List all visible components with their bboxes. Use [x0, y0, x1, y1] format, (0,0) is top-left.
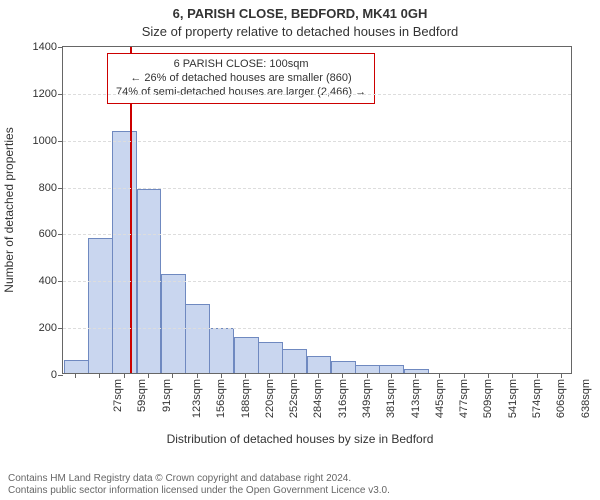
annotation-line: 6 PARISH CLOSE: 100sqm [116, 58, 366, 72]
x-tick [294, 373, 295, 378]
x-tick-label: 252sqm [288, 379, 300, 418]
x-tick [172, 373, 173, 378]
y-tick-label: 1400 [33, 41, 57, 53]
y-tick-label: 600 [39, 228, 57, 240]
x-tick [439, 373, 440, 378]
x-axis-label: Distribution of detached houses by size … [0, 432, 600, 446]
y-tick-label: 800 [39, 182, 57, 194]
x-tick [537, 373, 538, 378]
x-tick-label: 477sqm [458, 379, 470, 418]
annotation-line: 74% of semi-detached houses are larger (… [116, 86, 366, 100]
x-tick-label: 349sqm [361, 379, 373, 418]
x-tick-label: 509sqm [483, 379, 495, 418]
histogram-bar [64, 360, 89, 373]
x-tick [318, 373, 319, 378]
annotation-box: 6 PARISH CLOSE: 100sqm← 26% of detached … [107, 53, 375, 104]
x-tick [148, 373, 149, 378]
x-tick [488, 373, 489, 378]
x-tick-label: 27sqm [112, 379, 124, 412]
footer-line: Contains public sector information licen… [8, 485, 390, 497]
chart-container: 6, PARISH CLOSE, BEDFORD, MK41 0GH Size … [0, 0, 600, 500]
y-tick [58, 141, 63, 142]
x-tick-label: 284sqm [313, 379, 325, 418]
y-tick [58, 94, 63, 95]
histogram-bar [282, 349, 307, 373]
y-tick-label: 0 [51, 369, 57, 381]
x-tick [464, 373, 465, 378]
histogram-bar [331, 361, 356, 373]
grid-line [63, 234, 571, 235]
x-tick-label: 445sqm [434, 379, 446, 418]
chart-title-line1: 6, PARISH CLOSE, BEDFORD, MK41 0GH [0, 6, 600, 21]
y-tick-label: 400 [39, 275, 57, 287]
y-tick-label: 200 [39, 322, 57, 334]
x-tick-label: 316sqm [337, 379, 349, 418]
x-tick-label: 541sqm [507, 379, 519, 418]
x-tick-label: 156sqm [215, 379, 227, 418]
chart-title-line2: Size of property relative to detached ho… [0, 24, 600, 39]
x-tick-label: 91sqm [161, 379, 173, 412]
histogram-bar [88, 238, 113, 373]
histogram-bar [234, 337, 259, 373]
histogram-bar [258, 342, 283, 373]
histogram-bar [185, 304, 210, 373]
histogram-bar [355, 365, 380, 373]
x-tick [512, 373, 513, 378]
y-tick [58, 281, 63, 282]
x-tick [561, 373, 562, 378]
histogram-bar [209, 328, 234, 374]
y-tick [58, 47, 63, 48]
x-tick-label: 220sqm [264, 379, 276, 418]
x-tick [367, 373, 368, 378]
x-tick [124, 373, 125, 378]
x-tick-label: 381sqm [385, 379, 397, 418]
y-tick [58, 234, 63, 235]
grid-line [63, 188, 571, 189]
footer-line: Contains HM Land Registry data © Crown c… [8, 473, 390, 485]
annotation-line: ← 26% of detached houses are smaller (86… [116, 72, 366, 86]
histogram-bar [112, 131, 137, 373]
x-tick [221, 373, 222, 378]
x-tick [99, 373, 100, 378]
y-tick-label: 1200 [33, 88, 57, 100]
x-tick-label: 59sqm [136, 379, 148, 412]
y-axis-label: Number of detached properties [2, 127, 16, 292]
plot-area: 6 PARISH CLOSE: 100sqm← 26% of detached … [62, 46, 572, 374]
x-tick [391, 373, 392, 378]
grid-line [63, 94, 571, 95]
x-tick [269, 373, 270, 378]
grid-line [63, 281, 571, 282]
histogram-bar [161, 274, 186, 373]
x-tick-label: 413sqm [410, 379, 422, 418]
footer-attribution: Contains HM Land Registry data © Crown c… [8, 473, 390, 497]
y-tick [58, 375, 63, 376]
grid-line [63, 328, 571, 329]
x-tick [415, 373, 416, 378]
y-tick [58, 188, 63, 189]
x-tick [342, 373, 343, 378]
y-tick [58, 328, 63, 329]
histogram-bar [307, 356, 332, 373]
y-tick-label: 1000 [33, 135, 57, 147]
x-tick-label: 606sqm [555, 379, 567, 418]
x-tick [245, 373, 246, 378]
x-tick [197, 373, 198, 378]
x-tick-label: 574sqm [531, 379, 543, 418]
x-tick-label: 188sqm [240, 379, 252, 418]
x-tick [75, 373, 76, 378]
x-tick-label: 123sqm [191, 379, 203, 418]
x-tick-label: 638sqm [580, 379, 592, 418]
grid-line [63, 141, 571, 142]
histogram-bar [379, 365, 404, 373]
